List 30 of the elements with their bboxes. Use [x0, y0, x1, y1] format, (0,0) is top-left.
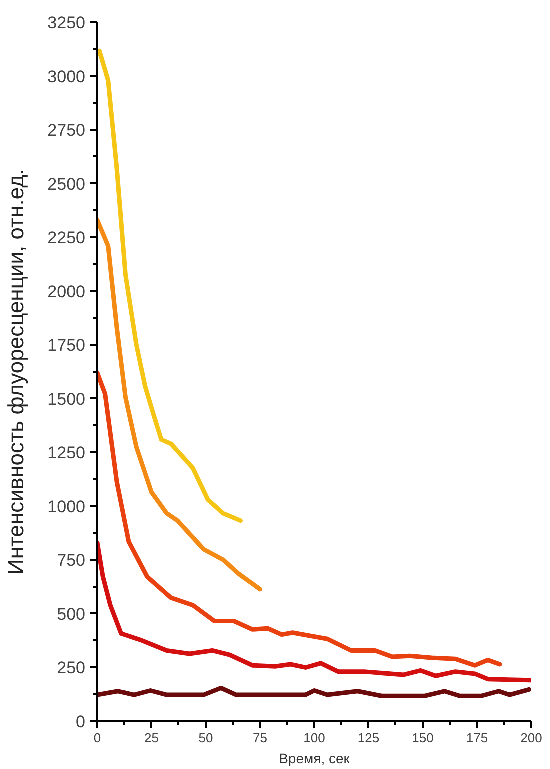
x-tick-label: 125: [358, 730, 380, 746]
x-tick-label: 150: [412, 730, 434, 746]
line-series: [98, 540, 532, 683]
y-tick-label: 3000: [48, 67, 86, 86]
y-tick-label: 750: [57, 551, 86, 570]
line-series: [98, 370, 502, 668]
y-tick-label: 1500: [48, 390, 86, 409]
y-tick-label: 2000: [48, 282, 86, 302]
y-tick-label: 2750: [48, 121, 86, 140]
x-tick-label: 100: [304, 730, 326, 746]
line-series: [98, 686, 532, 698]
y-axis-title: Интенсивность флуоресценции, отн.ед.: [4, 168, 29, 576]
y-tick-label: 250: [57, 658, 86, 678]
x-tick-label: 50: [198, 730, 214, 746]
x-tick-label: 175: [466, 730, 488, 746]
x-tick-label: 25: [144, 730, 159, 746]
line-series: [98, 48, 243, 524]
y-tick-label: 1000: [48, 497, 86, 516]
y-tick-label: 3250: [48, 14, 86, 32]
x-axis-title: Время, сек: [279, 750, 351, 766]
x-tick-label: 0: [94, 730, 102, 746]
y-tick-label: 2500: [48, 174, 86, 194]
x-tick-label: 75: [253, 730, 268, 746]
y-tick-label: 1750: [48, 336, 86, 356]
line-series: [98, 218, 262, 592]
y-tick-label: 2250: [48, 228, 86, 248]
y-tick-label: 1250: [48, 444, 86, 463]
y-tick-label: 0: [76, 712, 86, 732]
x-tick-label: 200: [520, 730, 542, 746]
y-tick-label: 500: [57, 604, 86, 624]
